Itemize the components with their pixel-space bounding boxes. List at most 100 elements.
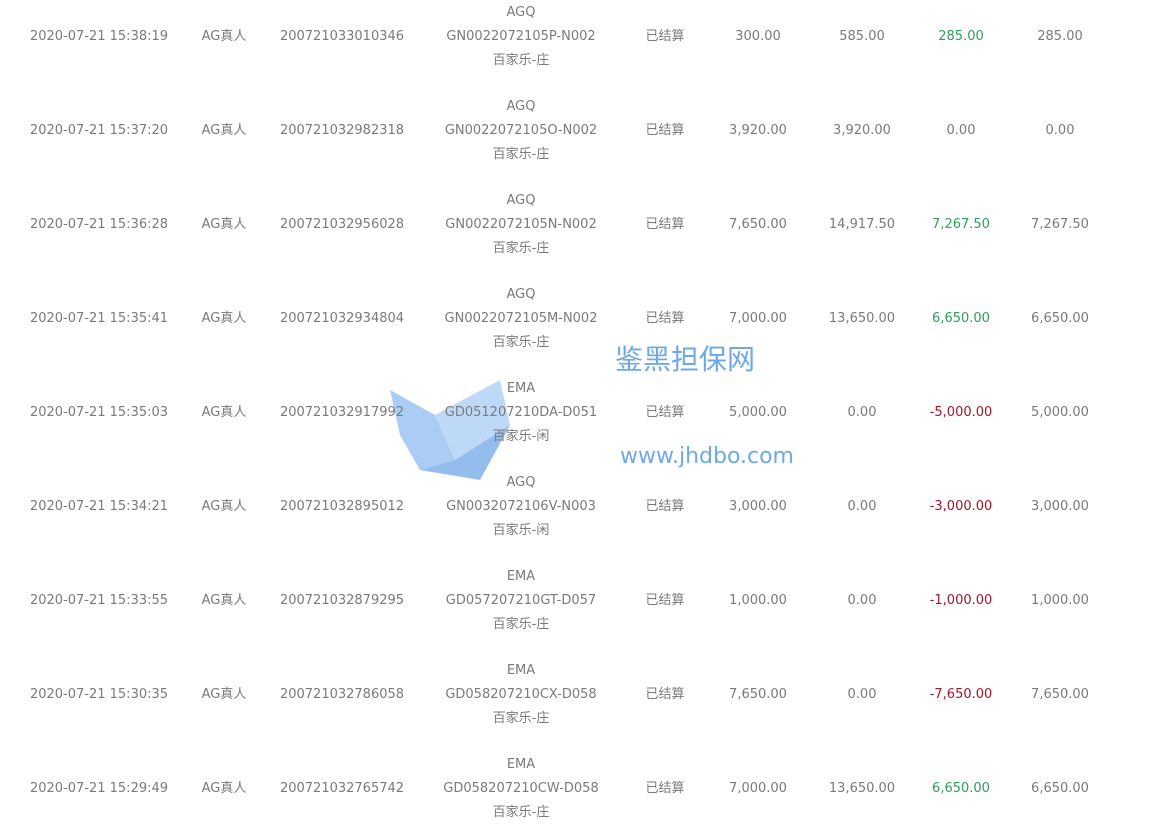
order-id-cell: 200721032786058 <box>279 687 405 702</box>
bet-cell: 1,000.00 <box>729 593 787 608</box>
bet-type: 百家乐-庄 <box>492 335 550 350</box>
platform-cell: AG真人 <box>201 499 247 514</box>
platform-cell: AG真人 <box>201 123 247 138</box>
game-provider: EMA <box>506 381 536 396</box>
payout-cell: 1,000.00 <box>1031 593 1089 608</box>
payout-cell: 7,650.00 <box>1031 687 1089 702</box>
table-row: 2020-07-21 15:33:55 AG真人 200721032879295 EM… <box>0 554 1150 648</box>
bet-type: 百家乐-庄 <box>492 147 550 162</box>
status-cell: 已结算 <box>645 217 685 232</box>
game-round: GN0032072106V-N003 <box>446 499 596 514</box>
time-cell: 2020-07-21 15:34:21 <box>29 499 169 514</box>
order-id-cell: 200721032895012 <box>279 499 405 514</box>
time-cell: 2020-07-21 15:29:49 <box>29 781 169 796</box>
status-cell: 已结算 <box>645 405 685 420</box>
payout-cell: 0.00 <box>1045 123 1075 138</box>
game-provider: AGQ <box>506 99 536 114</box>
table-row: 2020-07-21 15:34:21 AG真人 200721032895012 AG… <box>0 460 1150 554</box>
game-provider: AGQ <box>506 193 536 208</box>
status-cell: 已结算 <box>645 123 685 138</box>
game-round: GD057207210GT-D057 <box>445 593 597 608</box>
time-cell: 2020-07-21 15:30:35 <box>29 687 169 702</box>
bet-type: 百家乐-庄 <box>492 805 550 820</box>
game-cell: EMA GD051207210DA-D051 百家乐-闲 <box>445 366 597 460</box>
game-cell: AGQ GN0032072106V-N003 百家乐-闲 <box>446 460 596 554</box>
game-provider: EMA <box>506 663 536 678</box>
game-cell: EMA GD058207210CW-D058 百家乐-庄 <box>443 742 598 836</box>
platform-cell: AG真人 <box>201 405 247 420</box>
payout-cell: 6,650.00 <box>1031 311 1089 326</box>
game-round: GN0022072105M-N002 <box>444 311 598 326</box>
bet-cell: 300.00 <box>735 29 781 44</box>
win-loss-cell: -5,000.00 <box>929 405 993 420</box>
valid-bet-cell: 0.00 <box>847 593 877 608</box>
order-id-cell: 200721032956028 <box>279 217 405 232</box>
order-id-cell: 200721032765742 <box>279 781 405 796</box>
bet-cell: 3,000.00 <box>729 499 787 514</box>
valid-bet-cell: 0.00 <box>847 405 877 420</box>
platform-cell: AG真人 <box>201 311 247 326</box>
win-loss-cell: -7,650.00 <box>929 687 993 702</box>
game-round: GN0022072105P-N002 <box>446 29 596 44</box>
time-cell: 2020-07-21 15:35:03 <box>29 405 169 420</box>
win-loss-cell: 285.00 <box>938 29 984 44</box>
game-round: GD058207210CW-D058 <box>443 781 599 796</box>
order-id-cell: 200721032934804 <box>279 311 405 326</box>
win-loss-cell: -3,000.00 <box>929 499 993 514</box>
platform-cell: AG真人 <box>201 687 247 702</box>
bet-type: 百家乐-庄 <box>492 617 550 632</box>
game-cell: AGQ GN0022072105O-N002 百家乐-庄 <box>445 84 597 178</box>
bet-type: 百家乐-庄 <box>492 53 550 68</box>
table-row: 2020-07-21 15:36:28 AG真人 200721032956028 AG… <box>0 178 1150 272</box>
win-loss-cell: 6,650.00 <box>932 311 990 326</box>
valid-bet-cell: 13,650.00 <box>828 311 896 326</box>
payout-cell: 5,000.00 <box>1031 405 1089 420</box>
time-cell: 2020-07-21 15:33:55 <box>29 593 169 608</box>
table-row: 2020-07-21 15:35:03 AG真人 200721032917992 EM… <box>0 366 1150 460</box>
time-cell: 2020-07-21 15:38:19 <box>29 29 169 44</box>
bet-cell: 7,000.00 <box>729 311 787 326</box>
game-round: GN0022072105N-N002 <box>445 217 597 232</box>
game-provider: AGQ <box>506 5 536 20</box>
win-loss-cell: 6,650.00 <box>932 781 990 796</box>
game-provider: EMA <box>506 757 536 772</box>
valid-bet-cell: 3,920.00 <box>833 123 891 138</box>
game-provider: EMA <box>506 569 536 584</box>
game-round: GD051207210DA-D051 <box>444 405 598 420</box>
status-cell: 已结算 <box>645 687 685 702</box>
payout-cell: 6,650.00 <box>1031 781 1089 796</box>
time-cell: 2020-07-21 15:35:41 <box>29 311 169 326</box>
table-row: 2020-07-21 15:38:19 AG真人 200721033010346 AG… <box>0 0 1150 84</box>
bet-cell: 7,650.00 <box>729 687 787 702</box>
win-loss-cell: 0.00 <box>946 123 976 138</box>
game-provider: AGQ <box>506 475 536 490</box>
bet-type: 百家乐-庄 <box>492 711 550 726</box>
bet-cell: 7,650.00 <box>729 217 787 232</box>
game-round: GD058207210CX-D058 <box>445 687 597 702</box>
platform-cell: AG真人 <box>201 781 247 796</box>
status-cell: 已结算 <box>645 311 685 326</box>
bet-cell: 5,000.00 <box>729 405 787 420</box>
platform-cell: AG真人 <box>201 217 247 232</box>
status-cell: 已结算 <box>645 593 685 608</box>
order-id-cell: 200721032917992 <box>279 405 405 420</box>
payout-cell: 3,000.00 <box>1031 499 1089 514</box>
time-cell: 2020-07-21 15:37:20 <box>29 123 169 138</box>
game-provider: AGQ <box>506 287 536 302</box>
game-round: GN0022072105O-N002 <box>444 123 598 138</box>
win-loss-cell: -1,000.00 <box>929 593 993 608</box>
order-id-cell: 200721032879295 <box>279 593 405 608</box>
bet-type: 百家乐-闲 <box>492 523 550 538</box>
game-cell: EMA GD057207210GT-D057 百家乐-庄 <box>446 554 596 648</box>
game-cell: AGQ GN0022072105N-N002 百家乐-庄 <box>445 178 596 272</box>
status-cell: 已结算 <box>645 781 685 796</box>
bet-type: 百家乐-闲 <box>492 429 550 444</box>
platform-cell: AG真人 <box>201 29 247 44</box>
valid-bet-cell: 14,917.50 <box>828 217 896 232</box>
table-row: 2020-07-21 15:37:20 AG真人 200721032982318 AG… <box>0 84 1150 178</box>
valid-bet-cell: 0.00 <box>847 687 877 702</box>
payout-cell: 285.00 <box>1037 29 1083 44</box>
game-cell: EMA GD058207210CX-D058 百家乐-庄 <box>445 648 596 742</box>
bet-type: 百家乐-庄 <box>492 241 550 256</box>
